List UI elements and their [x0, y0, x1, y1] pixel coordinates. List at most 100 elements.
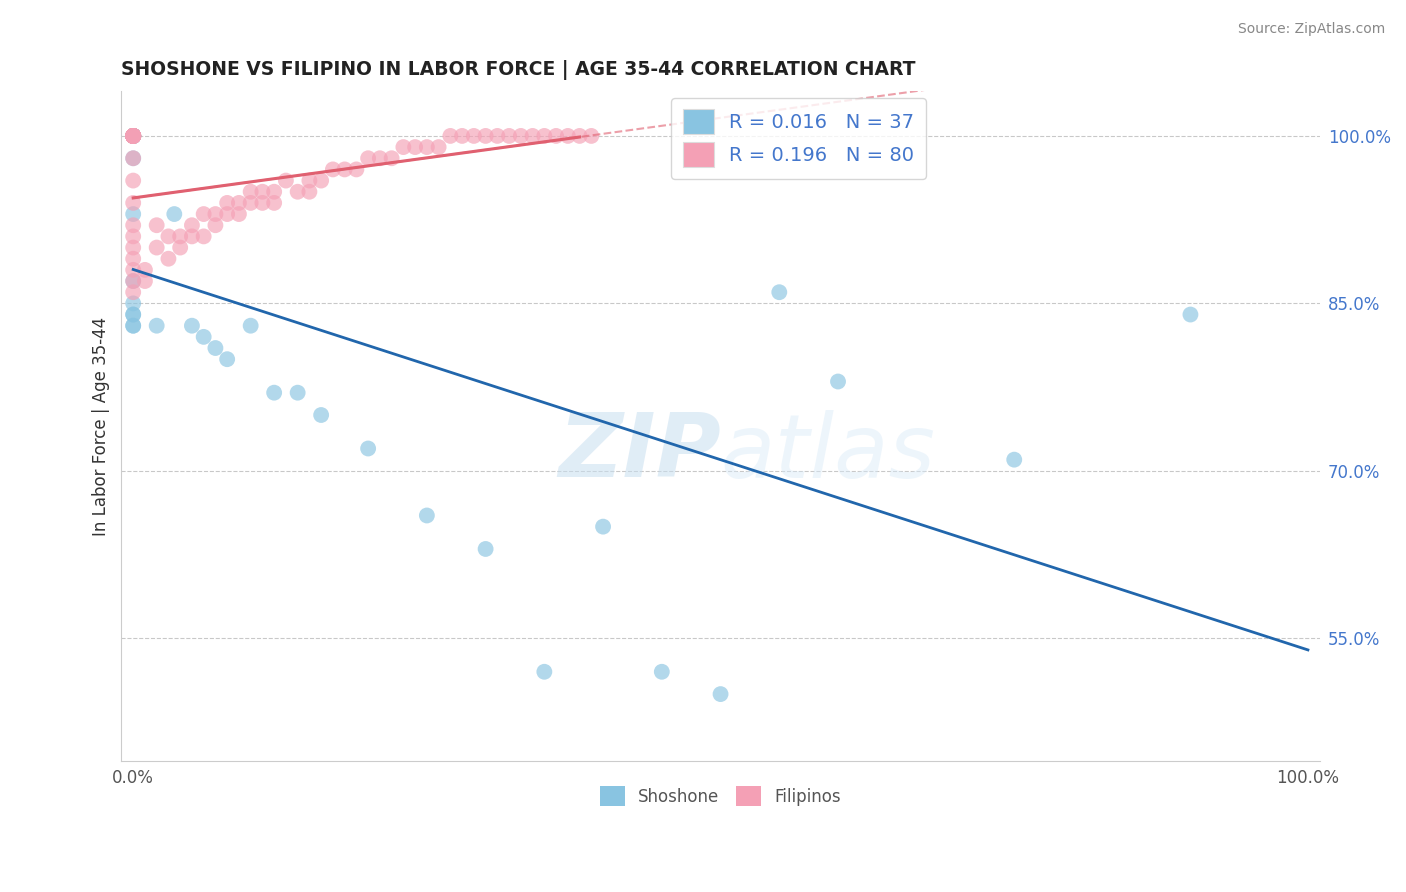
Point [122, 128, 145, 143]
Point [368, 151, 391, 165]
Point [122, 229, 145, 244]
Point [122, 128, 145, 143]
Point [309, 173, 332, 187]
Point [486, 128, 509, 143]
Point [1002, 452, 1025, 467]
Point [252, 195, 274, 210]
Point [122, 308, 145, 322]
Point [145, 218, 167, 232]
Point [204, 341, 226, 355]
Point [169, 229, 191, 244]
Point [122, 128, 145, 143]
Point [392, 140, 415, 154]
Point [122, 128, 145, 143]
Point [439, 128, 461, 143]
Point [287, 385, 309, 400]
Point [122, 128, 145, 143]
Point [122, 128, 145, 143]
Point [122, 128, 145, 143]
Point [122, 128, 145, 143]
Point [122, 128, 145, 143]
Point [416, 508, 439, 523]
Point [239, 185, 262, 199]
Point [122, 285, 145, 300]
Point [122, 263, 145, 277]
Point [145, 241, 167, 255]
Point [651, 665, 673, 679]
Text: atlas: atlas [720, 410, 935, 496]
Point [122, 128, 145, 143]
Point [217, 352, 239, 367]
Point [193, 207, 215, 221]
Point [122, 128, 145, 143]
Point [344, 162, 367, 177]
Point [451, 128, 474, 143]
Point [122, 128, 145, 143]
Point [546, 128, 568, 143]
Point [263, 385, 285, 400]
Point [217, 195, 239, 210]
Point [169, 241, 191, 255]
Point [122, 128, 145, 143]
Point [122, 318, 145, 333]
Point [193, 330, 215, 344]
Point [768, 285, 790, 300]
Point [827, 375, 849, 389]
Point [274, 173, 297, 187]
Point [122, 128, 145, 143]
Point [163, 207, 186, 221]
Point [122, 207, 145, 221]
Point [122, 128, 145, 143]
Point [581, 128, 603, 143]
Point [122, 274, 145, 288]
Point [427, 140, 450, 154]
Point [122, 296, 145, 310]
Point [122, 241, 145, 255]
Point [122, 195, 145, 210]
Point [122, 151, 145, 165]
Point [522, 128, 544, 143]
Point [134, 274, 156, 288]
Point [122, 128, 145, 143]
Point [239, 195, 262, 210]
Text: ZIP: ZIP [558, 409, 720, 497]
Point [157, 252, 180, 266]
Point [134, 263, 156, 277]
Point [309, 408, 332, 422]
Point [568, 128, 591, 143]
Point [122, 128, 145, 143]
Point [122, 274, 145, 288]
Point [193, 229, 215, 244]
Point [357, 442, 380, 456]
Point [298, 185, 321, 199]
Point [122, 218, 145, 232]
Point [122, 128, 145, 143]
Point [239, 318, 262, 333]
Point [122, 128, 145, 143]
Point [404, 140, 426, 154]
Y-axis label: In Labor Force | Age 35-44: In Labor Force | Age 35-44 [93, 317, 110, 536]
Point [592, 519, 614, 533]
Legend: Shoshone, Filipinos: Shoshone, Filipinos [593, 780, 848, 813]
Point [122, 128, 145, 143]
Point [122, 318, 145, 333]
Point [509, 128, 531, 143]
Point [263, 185, 285, 199]
Point [217, 207, 239, 221]
Text: SHOSHONE VS FILIPINO IN LABOR FORCE | AGE 35-44 CORRELATION CHART: SHOSHONE VS FILIPINO IN LABOR FORCE | AG… [121, 60, 915, 79]
Point [228, 207, 250, 221]
Point [122, 128, 145, 143]
Point [122, 128, 145, 143]
Point [463, 128, 485, 143]
Point [252, 185, 274, 199]
Text: Source: ZipAtlas.com: Source: ZipAtlas.com [1237, 22, 1385, 37]
Point [122, 128, 145, 143]
Point [122, 128, 145, 143]
Point [474, 128, 496, 143]
Point [204, 218, 226, 232]
Point [122, 173, 145, 187]
Point [474, 541, 496, 556]
Point [145, 318, 167, 333]
Point [333, 162, 356, 177]
Point [228, 195, 250, 210]
